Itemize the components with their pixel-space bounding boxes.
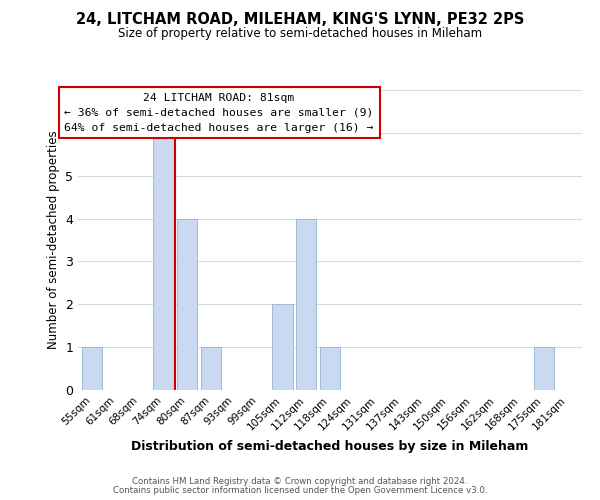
Bar <box>154 133 173 390</box>
Text: Size of property relative to semi-detached houses in Mileham: Size of property relative to semi-detach… <box>118 28 482 40</box>
Bar <box>82 347 103 390</box>
Text: 24 LITCHAM ROAD: 81sqm
← 36% of semi-detached houses are smaller (9)
64% of semi: 24 LITCHAM ROAD: 81sqm ← 36% of semi-det… <box>64 93 374 132</box>
Text: 24, LITCHAM ROAD, MILEHAM, KING'S LYNN, PE32 2PS: 24, LITCHAM ROAD, MILEHAM, KING'S LYNN, … <box>76 12 524 28</box>
Bar <box>201 347 221 390</box>
Bar <box>177 218 197 390</box>
Bar <box>320 347 340 390</box>
Bar <box>296 218 316 390</box>
Bar <box>272 304 293 390</box>
Y-axis label: Number of semi-detached properties: Number of semi-detached properties <box>47 130 59 350</box>
Text: Contains public sector information licensed under the Open Government Licence v3: Contains public sector information licen… <box>113 486 487 495</box>
X-axis label: Distribution of semi-detached houses by size in Mileham: Distribution of semi-detached houses by … <box>131 440 529 453</box>
Text: Contains HM Land Registry data © Crown copyright and database right 2024.: Contains HM Land Registry data © Crown c… <box>132 477 468 486</box>
Bar <box>534 347 554 390</box>
